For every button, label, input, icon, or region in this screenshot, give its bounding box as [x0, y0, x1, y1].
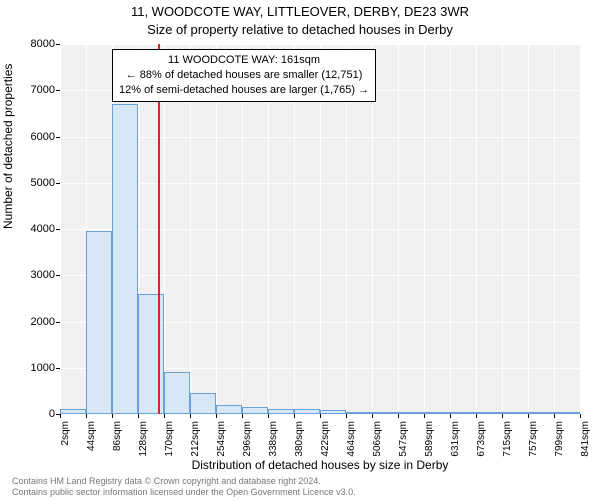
histogram-bar: [346, 412, 372, 414]
ytick-label: 3000: [5, 269, 55, 281]
xtick-mark: [346, 414, 347, 418]
xtick-mark: [164, 414, 165, 418]
annotation-line-3: 12% of semi-detached houses are larger (…: [119, 83, 369, 98]
xtick-mark: [86, 414, 87, 418]
histogram-bar: [242, 407, 268, 414]
x-axis-label: Distribution of detached houses by size …: [60, 458, 580, 472]
histogram-bar: [450, 412, 476, 414]
ytick-mark: [56, 322, 60, 323]
annotation-line-1: 11 WOODCOTE WAY: 161sqm: [119, 53, 369, 68]
xtick-mark: [554, 414, 555, 418]
histogram-bar: [398, 412, 424, 414]
footer-line-2: Contains public sector information licen…: [12, 487, 356, 498]
histogram-bar: [554, 412, 580, 414]
vgrid-line: [450, 44, 451, 414]
ytick-label: 5000: [5, 177, 55, 189]
xtick-label: 631sqm: [450, 421, 461, 457]
vgrid-line: [502, 44, 503, 414]
ytick-label: 0: [5, 408, 55, 420]
xtick-label: 86sqm: [112, 421, 123, 451]
vgrid-line: [580, 44, 581, 414]
xtick-mark: [60, 414, 61, 418]
chart-title-desc: Size of property relative to detached ho…: [0, 22, 600, 37]
ytick-mark: [56, 368, 60, 369]
histogram-bar: [164, 372, 190, 414]
histogram-bar: [476, 412, 502, 414]
xtick-label: 44sqm: [86, 421, 97, 451]
xtick-mark: [398, 414, 399, 418]
plot-area: 11 WOODCOTE WAY: 161sqm← 88% of detached…: [60, 44, 580, 414]
xtick-label: 589sqm: [424, 421, 435, 457]
histogram-bar: [294, 409, 320, 414]
vgrid-line: [424, 44, 425, 414]
xtick-mark: [268, 414, 269, 418]
ytick-label: 6000: [5, 131, 55, 143]
xtick-mark: [528, 414, 529, 418]
xtick-label: 296sqm: [242, 421, 253, 457]
vgrid-line: [398, 44, 399, 414]
ytick-mark: [56, 183, 60, 184]
vgrid-line: [554, 44, 555, 414]
xtick-mark: [216, 414, 217, 418]
xtick-mark: [450, 414, 451, 418]
xtick-label: 254sqm: [216, 421, 227, 457]
xtick-mark: [294, 414, 295, 418]
xtick-label: 338sqm: [268, 421, 279, 457]
xtick-label: 841sqm: [580, 421, 591, 457]
ytick-label: 1000: [5, 362, 55, 374]
xtick-mark: [320, 414, 321, 418]
xtick-mark: [112, 414, 113, 418]
xtick-label: 128sqm: [138, 421, 149, 457]
xtick-mark: [138, 414, 139, 418]
xtick-mark: [580, 414, 581, 418]
ytick-mark: [56, 229, 60, 230]
xtick-mark: [190, 414, 191, 418]
footer-attribution: Contains HM Land Registry data © Crown c…: [12, 476, 356, 498]
chart-title-address: 11, WOODCOTE WAY, LITTLEOVER, DERBY, DE2…: [0, 4, 600, 19]
vgrid-line: [60, 44, 61, 414]
histogram-bar: [372, 412, 398, 414]
histogram-bar: [216, 405, 242, 414]
ytick-label: 2000: [5, 316, 55, 328]
xtick-mark: [502, 414, 503, 418]
xtick-label: 464sqm: [346, 421, 357, 457]
ytick-label: 4000: [5, 223, 55, 235]
histogram-bar: [86, 231, 112, 414]
xtick-mark: [424, 414, 425, 418]
histogram-bar: [268, 409, 294, 414]
vgrid-line: [528, 44, 529, 414]
xtick-label: 170sqm: [164, 421, 175, 457]
ytick-mark: [56, 90, 60, 91]
xtick-label: 212sqm: [190, 421, 201, 457]
xtick-label: 757sqm: [528, 421, 539, 457]
histogram-bar: [320, 410, 346, 414]
xtick-label: 422sqm: [320, 421, 331, 457]
histogram-bar: [60, 409, 86, 414]
xtick-mark: [476, 414, 477, 418]
histogram-bar: [502, 412, 528, 414]
histogram-bar: [528, 412, 554, 414]
xtick-label: 380sqm: [294, 421, 305, 457]
xtick-label: 547sqm: [398, 421, 409, 457]
xtick-mark: [242, 414, 243, 418]
chart-container: 11, WOODCOTE WAY, LITTLEOVER, DERBY, DE2…: [0, 0, 600, 500]
xtick-label: 799sqm: [554, 421, 565, 457]
ytick-label: 8000: [5, 38, 55, 50]
ytick-mark: [56, 137, 60, 138]
histogram-bar: [424, 412, 450, 414]
ytick-mark: [56, 44, 60, 45]
histogram-bar: [190, 393, 216, 414]
histogram-bar: [112, 104, 138, 414]
vgrid-line: [476, 44, 477, 414]
xtick-mark: [372, 414, 373, 418]
xtick-label: 506sqm: [372, 421, 383, 457]
xtick-label: 2sqm: [60, 421, 71, 445]
ytick-label: 7000: [5, 84, 55, 96]
footer-line-1: Contains HM Land Registry data © Crown c…: [12, 476, 356, 487]
xtick-label: 715sqm: [502, 421, 513, 457]
xtick-label: 673sqm: [476, 421, 487, 457]
ytick-mark: [56, 275, 60, 276]
annotation-box: 11 WOODCOTE WAY: 161sqm← 88% of detached…: [112, 49, 376, 102]
annotation-line-2: ← 88% of detached houses are smaller (12…: [119, 68, 369, 83]
